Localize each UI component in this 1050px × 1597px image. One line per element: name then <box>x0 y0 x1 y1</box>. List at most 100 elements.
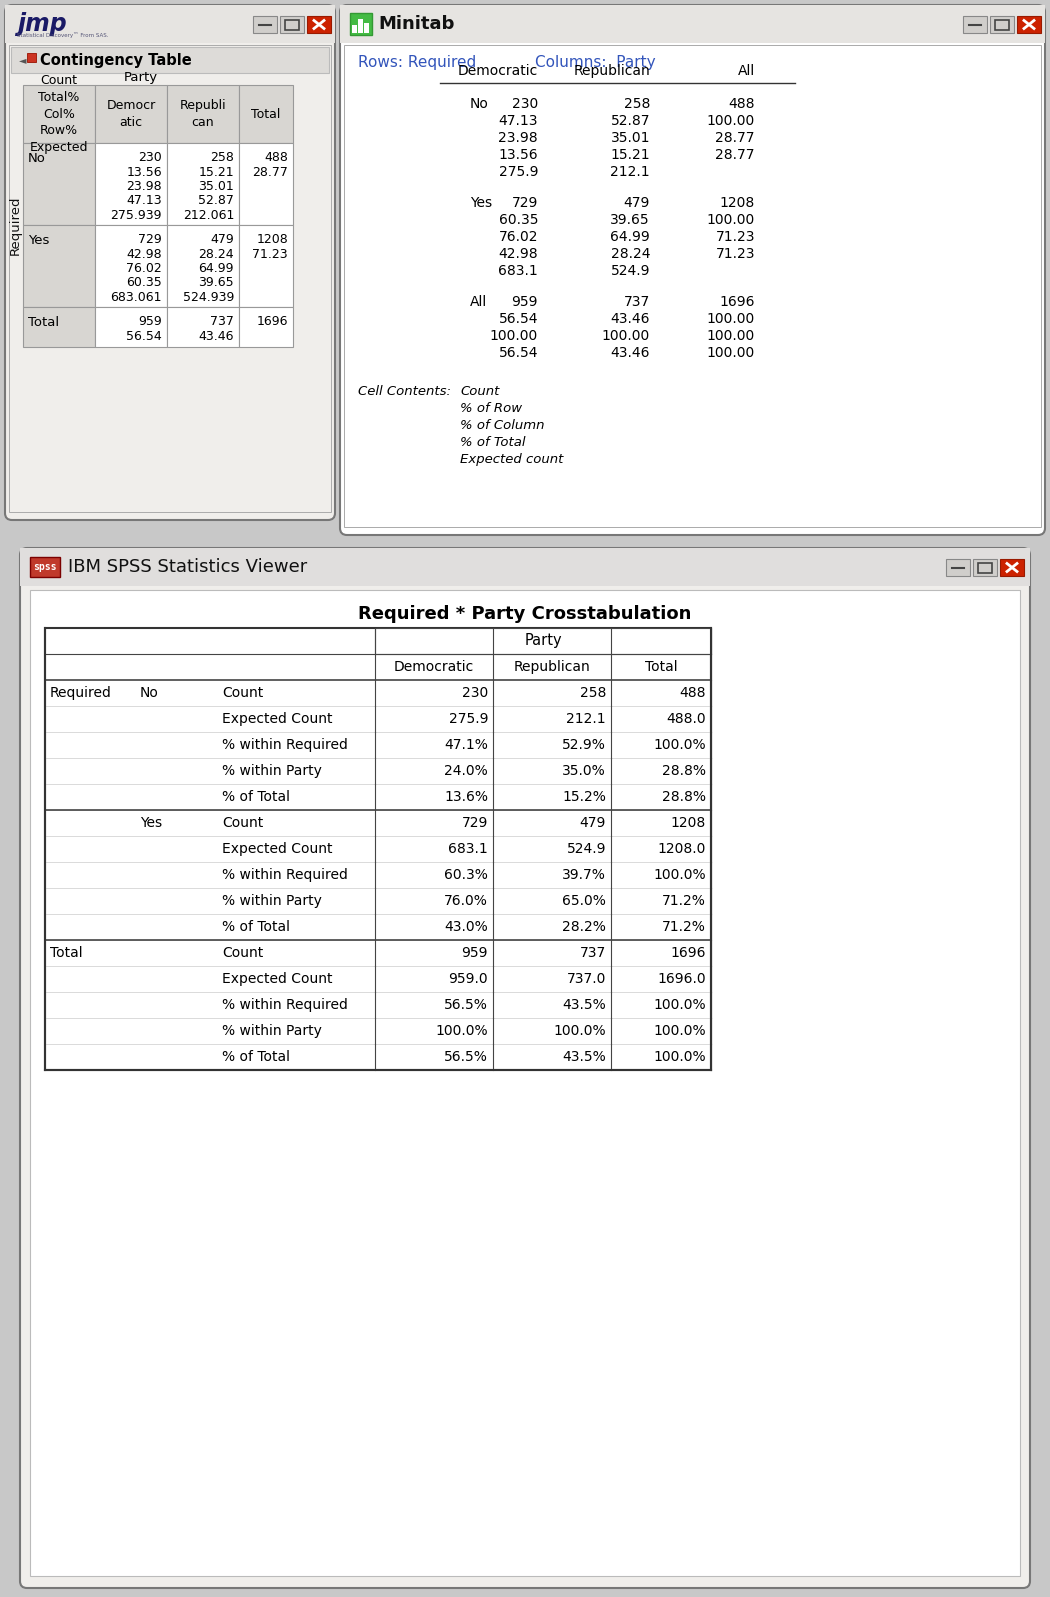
Text: % within Required: % within Required <box>222 998 348 1012</box>
Text: 60.35: 60.35 <box>126 276 162 289</box>
Text: 76.02: 76.02 <box>499 230 538 244</box>
Bar <box>946 559 970 577</box>
Text: Count: Count <box>460 385 500 398</box>
Text: 524.9: 524.9 <box>610 264 650 278</box>
Text: 1208: 1208 <box>256 233 288 246</box>
Bar <box>995 21 1009 30</box>
Text: % of Total: % of Total <box>222 1049 290 1064</box>
Text: No: No <box>28 152 46 164</box>
Text: Required: Required <box>50 687 112 699</box>
Text: 43.46: 43.46 <box>610 347 650 359</box>
Text: 737: 737 <box>624 295 650 308</box>
Text: 524.9: 524.9 <box>567 842 606 856</box>
Text: 100.0%: 100.0% <box>653 869 706 882</box>
Text: 60.35: 60.35 <box>499 212 538 227</box>
Text: 47.1%: 47.1% <box>444 738 488 752</box>
Text: No: No <box>470 97 489 112</box>
Text: 737: 737 <box>210 315 234 327</box>
Text: IBM SPSS Statistics Viewer: IBM SPSS Statistics Viewer <box>68 557 308 577</box>
Text: 43.0%: 43.0% <box>444 920 488 934</box>
Text: ◄: ◄ <box>19 54 26 65</box>
Text: 959: 959 <box>511 295 538 308</box>
Bar <box>280 16 304 34</box>
Text: 488: 488 <box>679 687 706 699</box>
Text: 71.23: 71.23 <box>715 230 755 244</box>
Text: 43.46: 43.46 <box>610 311 650 326</box>
Text: Democratic: Democratic <box>458 64 538 78</box>
Text: Democr
atic: Democr atic <box>106 99 155 129</box>
Bar <box>375 628 711 655</box>
Text: Yes: Yes <box>28 235 49 248</box>
Text: 28.24: 28.24 <box>610 248 650 260</box>
Bar <box>239 225 293 307</box>
Text: 959: 959 <box>462 945 488 960</box>
Text: 683.1: 683.1 <box>448 842 488 856</box>
Text: Minitab: Minitab <box>378 14 455 34</box>
Text: 56.54: 56.54 <box>499 347 538 359</box>
Bar <box>352 26 357 34</box>
Bar <box>364 22 369 34</box>
Bar <box>307 16 331 34</box>
Text: 275.9: 275.9 <box>448 712 488 727</box>
Text: 52.9%: 52.9% <box>562 738 606 752</box>
Text: 52.87: 52.87 <box>198 195 234 208</box>
Text: Party: Party <box>124 70 159 83</box>
Bar <box>94 225 167 307</box>
Bar <box>358 19 363 34</box>
Text: 47.13: 47.13 <box>499 113 538 128</box>
Text: Republican: Republican <box>513 660 590 674</box>
Text: 13.6%: 13.6% <box>444 791 488 803</box>
Text: 100.00: 100.00 <box>707 212 755 227</box>
Text: 42.98: 42.98 <box>126 248 162 260</box>
Text: 959: 959 <box>139 315 162 327</box>
Bar <box>30 589 1020 1576</box>
Text: 230: 230 <box>511 97 538 112</box>
Text: 71.23: 71.23 <box>715 248 755 260</box>
FancyBboxPatch shape <box>340 5 1045 535</box>
Text: 23.98: 23.98 <box>499 131 538 145</box>
Text: 1208: 1208 <box>719 196 755 209</box>
FancyBboxPatch shape <box>20 548 1030 1587</box>
Text: 479: 479 <box>624 196 650 209</box>
Bar <box>94 144 167 225</box>
Text: No: No <box>140 687 159 699</box>
Text: Republi
can: Republi can <box>180 99 227 129</box>
Text: 212.061: 212.061 <box>183 209 234 222</box>
Text: 737: 737 <box>580 945 606 960</box>
Text: 28.77: 28.77 <box>252 166 288 179</box>
Bar <box>167 225 239 307</box>
Bar <box>990 16 1014 34</box>
Text: 729: 729 <box>139 233 162 246</box>
Text: Rows: Required: Rows: Required <box>358 56 477 70</box>
Text: Republican: Republican <box>573 64 650 78</box>
Text: 56.54: 56.54 <box>499 311 538 326</box>
Text: 258: 258 <box>210 152 234 164</box>
Text: % of Total: % of Total <box>222 920 290 934</box>
Text: 275.939: 275.939 <box>110 209 162 222</box>
Bar <box>973 559 997 577</box>
Text: 13.56: 13.56 <box>126 166 162 179</box>
Text: Count: Count <box>222 816 264 830</box>
Text: Expected Count: Expected Count <box>222 712 333 727</box>
Text: Expected Count: Expected Count <box>222 973 333 985</box>
Text: Democratic: Democratic <box>394 660 475 674</box>
Text: jmp: jmp <box>17 13 66 37</box>
Text: 488.0: 488.0 <box>667 712 706 727</box>
Text: Yes: Yes <box>470 196 492 209</box>
Text: 258: 258 <box>580 687 606 699</box>
Text: 479: 479 <box>210 233 234 246</box>
Text: 56.5%: 56.5% <box>444 998 488 1012</box>
Text: 258: 258 <box>624 97 650 112</box>
Text: 23.98: 23.98 <box>126 180 162 193</box>
Text: Total: Total <box>645 660 677 674</box>
Text: 28.2%: 28.2% <box>562 920 606 934</box>
Text: Expected count: Expected count <box>460 454 564 466</box>
Text: spss: spss <box>34 562 57 572</box>
Text: 100.00: 100.00 <box>707 347 755 359</box>
Text: 35.01: 35.01 <box>198 180 234 193</box>
Text: % of Row: % of Row <box>460 402 522 415</box>
Bar <box>94 307 167 347</box>
Text: 24.0%: 24.0% <box>444 763 488 778</box>
Bar <box>344 45 1041 527</box>
Text: 64.99: 64.99 <box>198 262 234 275</box>
